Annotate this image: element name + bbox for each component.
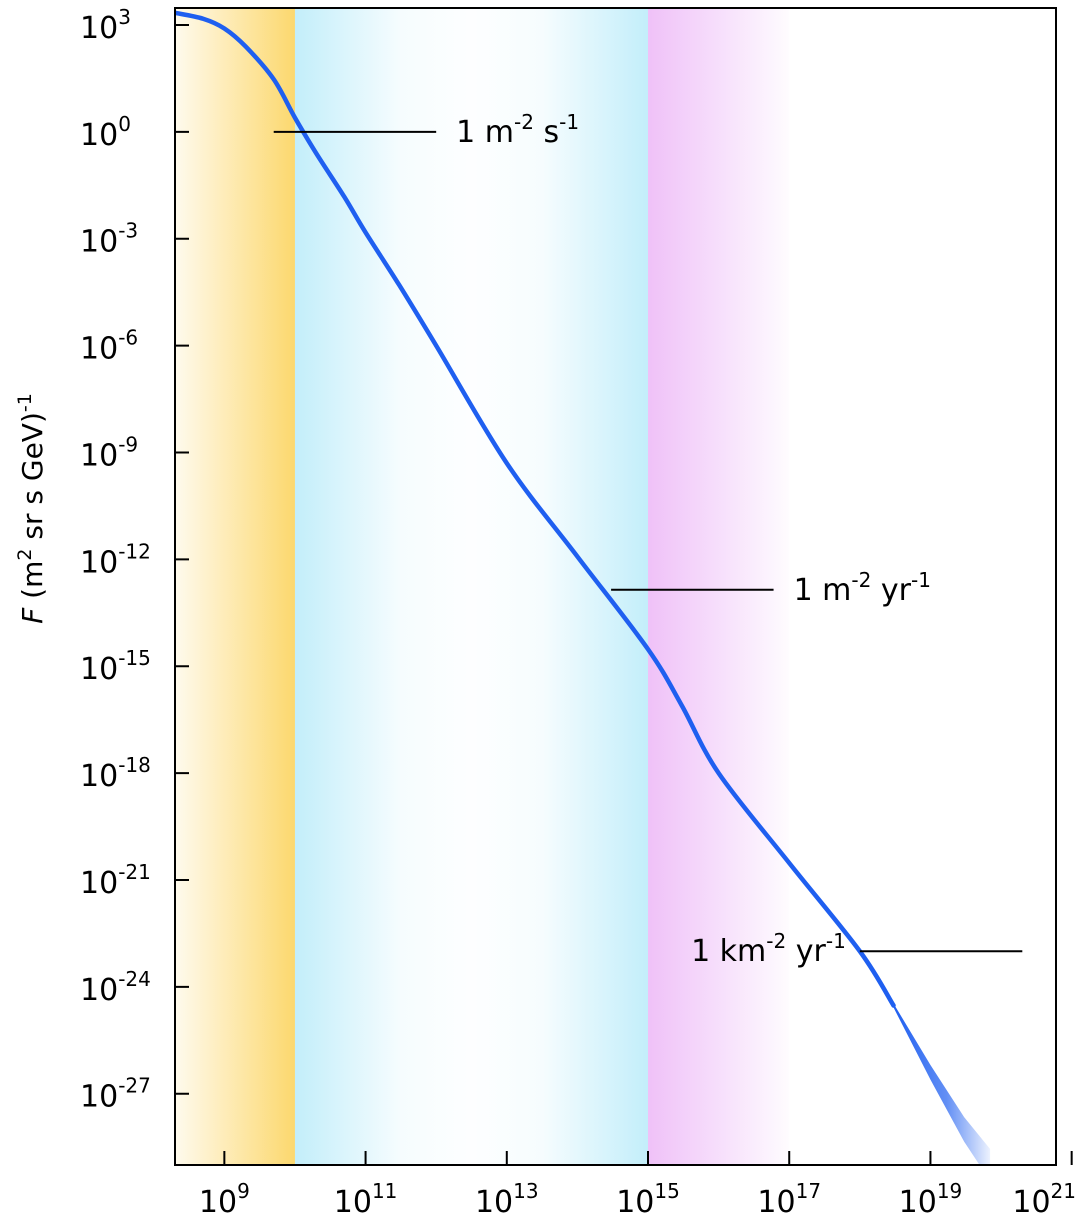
y-tick-label: 10-12 <box>80 539 151 580</box>
x-axis: 109 1011 1013 1015 1017 1019 1021 <box>199 1151 1076 1220</box>
y-tick-label: 10-15 <box>80 646 151 687</box>
x-tick-label: 1019 <box>899 1179 963 1220</box>
x-tick-label: 1015 <box>616 1179 680 1220</box>
y-axis-label: F (m2 sr s GeV)-1 <box>14 393 49 624</box>
x-tick-label: 1013 <box>475 1179 539 1220</box>
flux-annotation-label: 1 m-2 s-1 <box>456 110 579 150</box>
energy-band-2 <box>294 8 649 1165</box>
x-tick-label: 109 <box>199 1179 250 1220</box>
y-tick-label: 103 <box>80 5 131 46</box>
y-tick-label: 10-21 <box>80 860 151 901</box>
y-tick-label: 10-24 <box>80 967 151 1008</box>
plot-frame <box>174 7 1057 1166</box>
flux-annotation-2: 1 m-2 yr-1 <box>611 568 931 608</box>
x-tick-label: 1021 <box>1012 1179 1076 1220</box>
flux-annotation-label: 1 m-2 yr-1 <box>794 568 931 608</box>
y-axis-label-italic: F <box>16 607 49 624</box>
y-axis: 103 100 10-3 10-6 10-9 10-12 10-15 10-18 10-21 10… <box>80 5 189 1115</box>
energy-bands <box>175 8 790 1165</box>
y-tick-label: 10-6 <box>80 326 138 367</box>
x-tick-label: 1011 <box>334 1179 398 1220</box>
y-tick-label: 10-18 <box>80 753 151 794</box>
flux-uncertainty-band <box>893 1003 991 1165</box>
flux-annotation-3: 1 km-2 yr-1 <box>691 929 1023 969</box>
flux-annotation-label: 1 km-2 yr-1 <box>691 929 846 969</box>
flux-curve <box>175 10 991 1165</box>
energy-band-1 <box>175 8 295 1165</box>
y-tick-label: 10-9 <box>80 432 138 473</box>
flux-annotation-1: 1 m-2 s-1 <box>273 110 579 150</box>
flux-annotations: 1 m-2 s-1 1 m-2 yr-1 1 km-2 yr-1 <box>273 110 1023 969</box>
y-tick-label: 100 <box>80 112 131 153</box>
flux-curve-line <box>175 10 896 1008</box>
energy-band-3 <box>648 8 790 1165</box>
y-tick-label: 10-3 <box>80 219 138 260</box>
x-tick-label: 1017 <box>757 1179 821 1220</box>
y-tick-label: 10-27 <box>80 1074 151 1115</box>
